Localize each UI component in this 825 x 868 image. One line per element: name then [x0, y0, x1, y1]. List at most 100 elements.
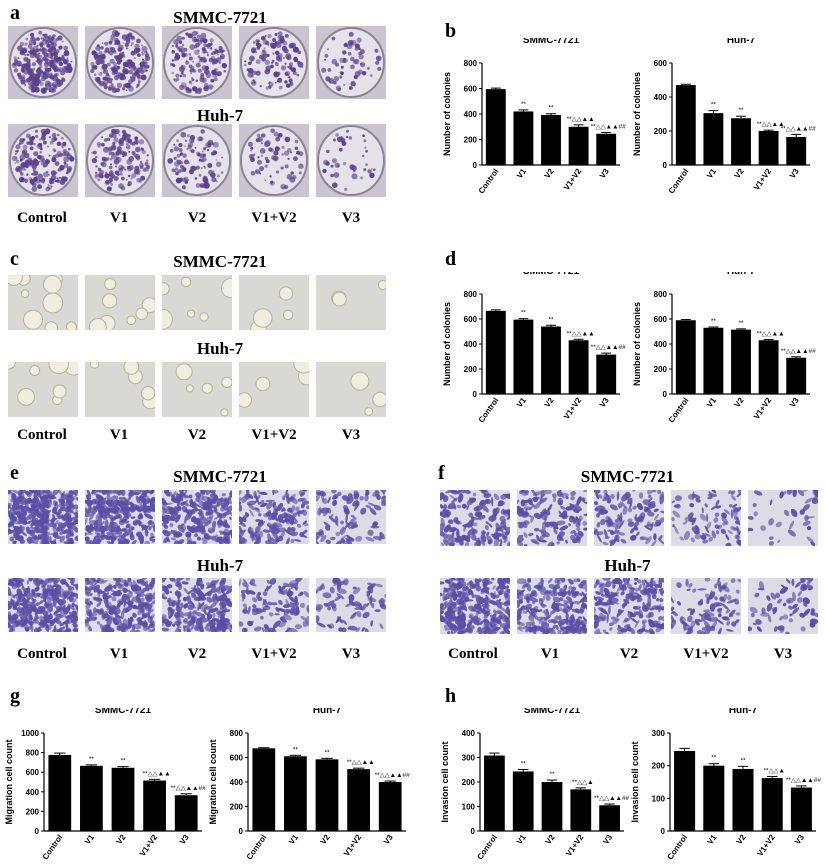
- well-image: [8, 124, 78, 197]
- well-image: [239, 578, 309, 632]
- chart-d-smmc: SMMC-7721 Number of colonies 0 200 400 600 800…: [442, 272, 626, 424]
- y-tick-label: 0: [35, 827, 40, 836]
- well-image: [239, 124, 309, 197]
- bar: [315, 759, 339, 831]
- well-image: [239, 275, 309, 330]
- group-label: V1+V2: [251, 427, 297, 443]
- bar: [484, 755, 505, 831]
- significance-label: **: [324, 749, 330, 756]
- y-tick-label: 800: [464, 290, 478, 299]
- bar: [48, 755, 72, 831]
- well-image: [316, 26, 386, 99]
- x-tick-label: V1: [515, 167, 528, 181]
- chart-title: Huh-7: [729, 708, 758, 716]
- significance-label: **△△▲▲##: [171, 785, 207, 792]
- panel-label-e: e: [10, 462, 19, 484]
- well-image: [316, 578, 386, 632]
- x-tick-label: Control: [667, 396, 691, 424]
- y-tick-label: 100: [462, 803, 476, 812]
- group-label: Control: [17, 646, 67, 662]
- bar: [758, 131, 779, 165]
- group-label: Control: [17, 210, 67, 226]
- y-tick-label: 200: [462, 778, 476, 787]
- chart-d-huh7: Huh-7 Number of colonies 0 200 400 600 800 Cont…: [632, 272, 816, 424]
- well-image: [671, 490, 741, 546]
- panel-c-title-huh7: Huh-7: [196, 339, 244, 358]
- y-axis-label: Number of colonies: [442, 302, 452, 386]
- y-axis-label: Number of colonies: [632, 72, 642, 156]
- bar: [703, 327, 724, 394]
- chart-b-smmc: SMMC-7721 Number of colonies 0 200 400 600 800…: [442, 38, 626, 195]
- y-axis-label: Invasion cell count: [630, 741, 640, 822]
- bar: [541, 326, 561, 394]
- y-tick-label: 300: [462, 754, 476, 763]
- bar: [599, 805, 620, 831]
- bar: [596, 133, 617, 165]
- group-label: V3: [341, 646, 361, 662]
- y-tick-label: 400: [654, 340, 668, 349]
- x-tick-label: V3: [598, 167, 611, 181]
- significance-label: **△△▲▲: [567, 330, 595, 337]
- x-tick-label: V1: [515, 833, 528, 847]
- bar: [703, 113, 724, 165]
- x-tick-label: Control: [666, 833, 690, 861]
- panel-a-title-smmc: SMMC-7721: [173, 8, 267, 27]
- well-image: [162, 275, 232, 330]
- x-tick-label: V3: [382, 833, 395, 847]
- significance-label: **: [521, 310, 527, 317]
- well-image: [85, 490, 155, 544]
- bar: [786, 136, 807, 165]
- y-tick-label: 1000: [21, 729, 39, 738]
- x-tick-label: V1+V2: [562, 167, 584, 192]
- y-tick-label: 300: [652, 729, 666, 738]
- y-tick-label: 0: [471, 827, 476, 836]
- bar: [761, 778, 783, 831]
- x-tick-label: V1: [705, 396, 718, 410]
- x-tick-label: Control: [245, 833, 269, 861]
- x-tick-label: Control: [475, 833, 499, 861]
- well-image: [85, 275, 155, 330]
- significance-label: **: [521, 101, 527, 108]
- y-axis-label: Number of colonies: [442, 72, 452, 156]
- significance-label: **: [738, 320, 744, 327]
- x-tick-label: V2: [319, 833, 332, 847]
- well-image: [8, 362, 78, 417]
- x-tick-label: Control: [41, 833, 65, 861]
- well-image: [8, 490, 78, 544]
- well-image: [162, 124, 232, 197]
- bar: [512, 771, 534, 831]
- y-tick-label: 400: [26, 788, 40, 797]
- significance-label: **△△▲▲: [757, 121, 785, 128]
- panel-label-b: b: [445, 20, 457, 42]
- chart-title: Huh-7: [313, 708, 342, 716]
- well-image: [85, 578, 155, 632]
- bar: [347, 769, 370, 831]
- well-image: [594, 578, 664, 634]
- group-label: V1: [109, 646, 129, 662]
- well-image: [671, 578, 741, 634]
- well-image: [162, 26, 232, 99]
- y-tick-label: 0: [473, 390, 478, 399]
- bar: [568, 340, 589, 394]
- x-tick-label: V3: [601, 833, 614, 847]
- panel-a-title-huh7: Huh-7: [196, 106, 244, 125]
- bar: [732, 768, 754, 831]
- x-tick-label: V2: [733, 167, 746, 181]
- well-image: [594, 490, 664, 546]
- y-tick-label: 0: [239, 827, 244, 836]
- bar: [674, 750, 696, 831]
- y-tick-label: 600: [26, 768, 40, 777]
- y-tick-label: 400: [464, 340, 478, 349]
- x-tick-label: V1+V2: [752, 167, 774, 192]
- well-image: [440, 490, 510, 546]
- y-tick-label: 800: [26, 749, 40, 758]
- x-tick-label: V1+V2: [138, 833, 160, 858]
- x-tick-label: V1+V2: [342, 833, 364, 858]
- bar: [284, 756, 307, 831]
- well-image: [239, 490, 309, 544]
- well-image: [440, 578, 510, 634]
- group-label: Control: [448, 646, 498, 662]
- chart-title: Huh-7: [727, 272, 756, 277]
- significance-label: **△△▲▲##: [781, 125, 817, 132]
- bar: [596, 354, 617, 394]
